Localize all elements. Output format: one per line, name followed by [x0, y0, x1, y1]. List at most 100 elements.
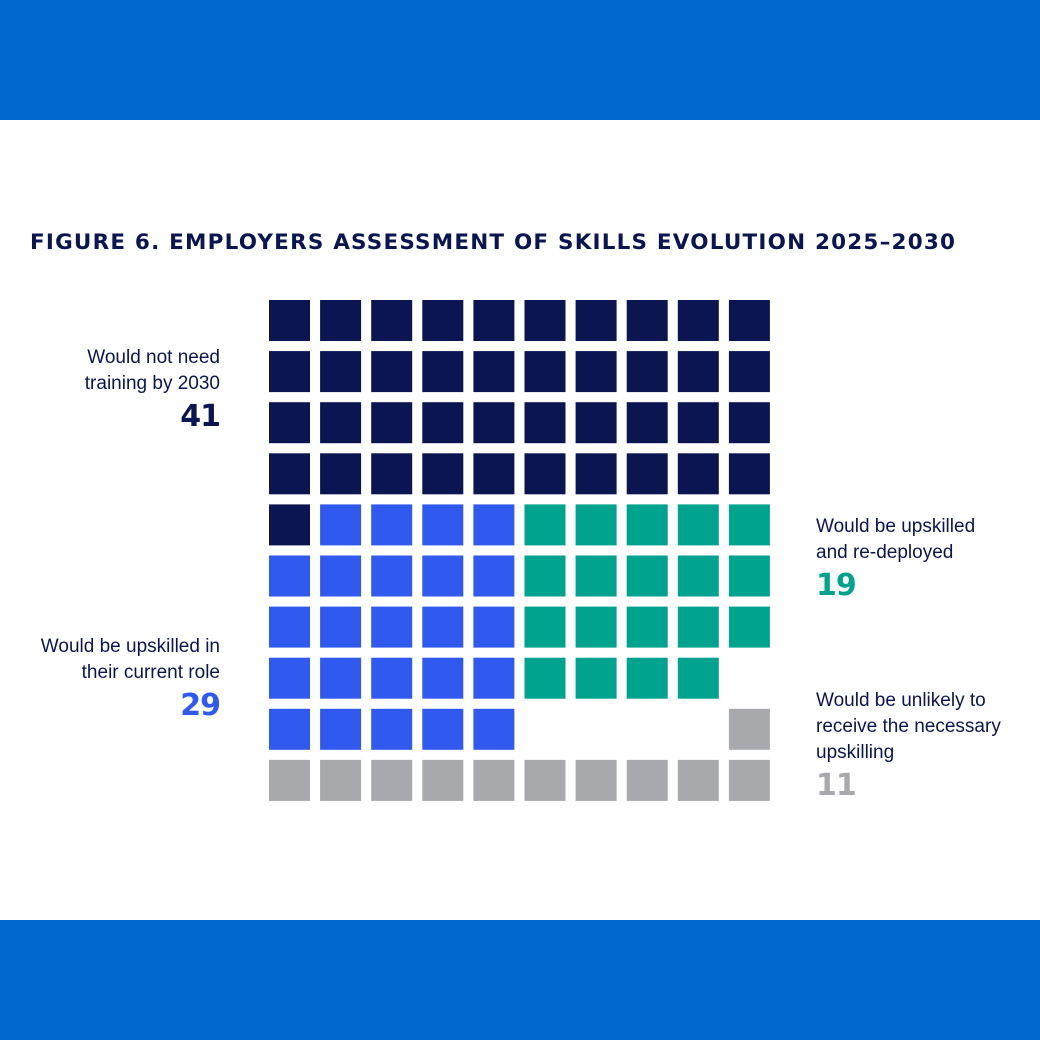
waffle-cell-no-training — [269, 504, 310, 546]
waffle-cell-no-training — [626, 300, 668, 341]
waffle-cell-no-training — [626, 351, 668, 393]
waffle-cell-no-training — [575, 402, 617, 444]
legend-label-line: training by 2030 — [84, 373, 220, 394]
waffle-cell-upskilled-current-role — [422, 657, 464, 699]
waffle-cell-no-training — [524, 453, 566, 495]
waffle-cell-no-training — [575, 300, 617, 341]
waffle-cell-upskilled-current-role — [473, 657, 515, 699]
waffle-cell-upskilled-redeployed — [677, 504, 719, 546]
waffle-cell-no-training — [320, 300, 362, 341]
waffle-cell-no-training — [371, 402, 413, 444]
waffle-cell-upskilled-current-role — [320, 657, 362, 699]
waffle-cell-no-training — [473, 300, 515, 341]
waffle-cell-upskilled-current-role — [473, 504, 515, 546]
waffle-cell-upskilled-redeployed — [626, 606, 668, 648]
waffle-cell-upskilled-redeployed — [728, 504, 770, 546]
waffle-cell-upskilled-current-role — [371, 657, 413, 699]
waffle-cell-upskilled-redeployed — [626, 555, 668, 597]
waffle-cell-upskilled-current-role — [473, 555, 515, 597]
waffle-cell-unlikely-upskilling — [575, 759, 617, 801]
waffle-cell-upskilled-current-role — [269, 657, 310, 699]
legend-label-line: upskilling — [816, 742, 895, 763]
waffle-cell-upskilled-redeployed — [575, 555, 617, 597]
waffle-cell-unlikely-upskilling — [371, 759, 413, 801]
waffle-cell-no-training — [524, 300, 566, 341]
waffle-cell-no-training — [371, 300, 413, 341]
waffle-cell-no-training — [677, 402, 719, 444]
waffle-cell-upskilled-current-role — [371, 606, 413, 648]
waffle-cell-no-training — [677, 300, 719, 341]
waffle-cell-no-training — [473, 453, 515, 495]
legend-value-unlikely-upskilling: 11 — [816, 768, 857, 803]
waffle-cell-upskilled-current-role — [269, 555, 310, 597]
waffle-cell-upskilled-current-role — [371, 504, 413, 546]
waffle-cell-unlikely-upskilling — [269, 759, 310, 801]
waffle-cell-no-training — [320, 351, 362, 393]
waffle-cell-unlikely-upskilling — [728, 759, 770, 801]
legend-label-line: receive the necessary — [816, 716, 1001, 737]
waffle-cell-upskilled-redeployed — [575, 657, 617, 699]
waffle-cell-upskilled-current-role — [320, 504, 362, 546]
waffle-cell-no-training — [728, 300, 770, 341]
legend-label-upskilled-redeployed: Would be upskilled and re-deployed 19 — [816, 514, 975, 604]
waffle-cell-no-training — [371, 351, 413, 393]
waffle-cell-upskilled-current-role — [422, 504, 464, 546]
waffle-cell-no-training — [524, 402, 566, 444]
legend-value-upskilled-redeployed: 19 — [816, 568, 857, 603]
waffle-cell-no-training — [269, 402, 310, 444]
waffle-cell-upskilled-redeployed — [524, 504, 566, 546]
waffle-cell-no-training — [524, 351, 566, 393]
waffle-cell-unlikely-upskilling — [320, 759, 362, 801]
legend-value-upskilled-current-role: 29 — [180, 688, 221, 723]
waffle-cell-no-training — [269, 453, 310, 495]
waffle-cell-upskilled-current-role — [320, 708, 362, 750]
legend-label-unlikely-upskilling: Would be unlikely to receive the necessa… — [816, 688, 1001, 804]
waffle-cell-no-training — [422, 300, 464, 341]
waffle-cell-no-training — [320, 402, 362, 444]
waffle-cell-no-training — [728, 351, 770, 393]
legend-label-line: Would be upskilled in — [40, 636, 220, 657]
waffle-cell-no-training — [626, 453, 668, 495]
waffle-cell-no-training — [473, 351, 515, 393]
waffle-cell-no-training — [575, 351, 617, 393]
waffle-cell-upskilled-redeployed — [728, 555, 770, 597]
waffle-cell-no-training — [677, 453, 719, 495]
legend-label-line: their current role — [81, 662, 220, 683]
waffle-cell-no-training — [422, 402, 464, 444]
waffle-cell-upskilled-redeployed — [677, 606, 719, 648]
waffle-cell-upskilled-redeployed — [575, 606, 617, 648]
waffle-cell-no-training — [422, 351, 464, 393]
waffle-cell-upskilled-current-role — [422, 555, 464, 597]
waffle-cell-upskilled-current-role — [320, 555, 362, 597]
waffle-cell-upskilled-current-role — [371, 555, 413, 597]
bottom-banner — [0, 920, 1040, 1040]
waffle-cell-no-training — [473, 402, 515, 444]
waffle-cell-no-training — [269, 351, 310, 393]
legend-label-upskilled-current-role: Would be upskilled in their current role… — [40, 634, 221, 724]
waffle-cell-no-training — [626, 402, 668, 444]
waffle-cell-upskilled-current-role — [269, 708, 310, 750]
waffle-cell-unlikely-upskilling — [626, 759, 668, 801]
waffle-cell-upskilled-redeployed — [524, 606, 566, 648]
waffle-cell-upskilled-redeployed — [575, 504, 617, 546]
waffle-cell-unlikely-upskilling — [677, 759, 719, 801]
waffle-cell-upskilled-redeployed — [626, 657, 668, 699]
legend-label-line: Would be upskilled — [816, 516, 976, 537]
waffle-cell-upskilled-current-role — [422, 606, 464, 648]
legend-label-line: and re-deployed — [816, 542, 954, 563]
waffle-cell-no-training — [728, 453, 770, 495]
waffle-cell-upskilled-current-role — [473, 708, 515, 750]
waffle-cell-no-training — [371, 453, 413, 495]
waffle-cell-upskilled-redeployed — [677, 657, 719, 699]
top-banner — [0, 0, 1040, 120]
waffle-cell-upskilled-current-role — [269, 606, 310, 648]
chart-title: FIGURE 6. EMPLOYERS ASSESSMENT OF SKILLS… — [30, 230, 957, 255]
legend-label-no-training: Would not need training by 2030 41 — [84, 345, 221, 435]
waffle-cell-no-training — [269, 300, 310, 341]
waffle-cell-no-training — [575, 453, 617, 495]
waffle-cell-upskilled-redeployed — [728, 606, 770, 648]
waffle-cell-unlikely-upskilling — [473, 759, 515, 801]
waffle-cell-upskilled-current-role — [422, 708, 464, 750]
waffle-cell-upskilled-redeployed — [626, 504, 668, 546]
waffle-cell-no-training — [320, 453, 362, 495]
